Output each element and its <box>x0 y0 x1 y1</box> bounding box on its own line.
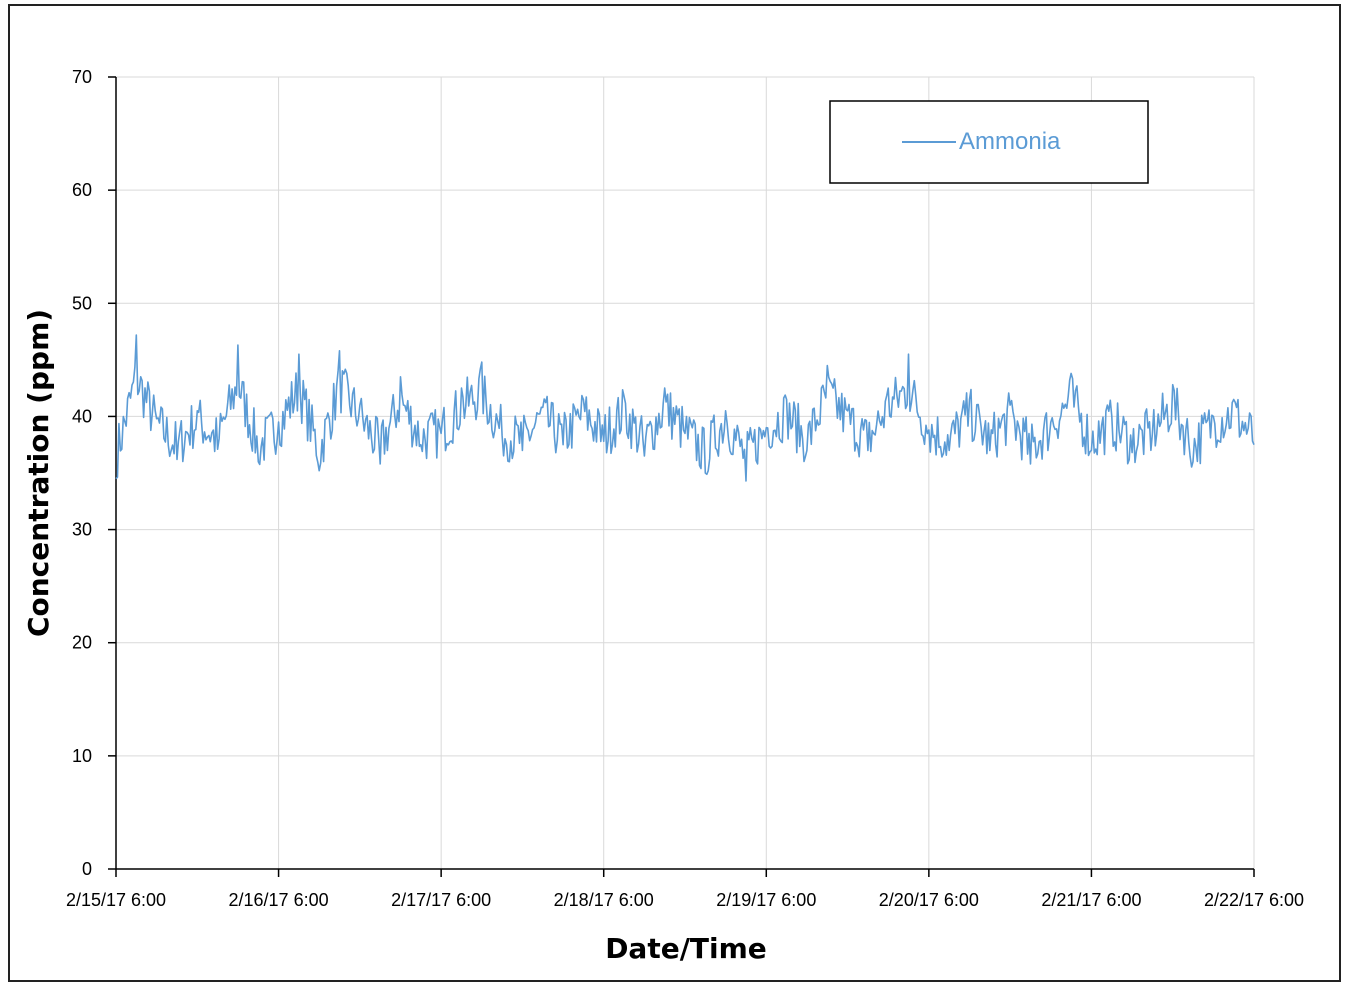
gridlines <box>116 76 1255 869</box>
y-tick-label: 50 <box>72 293 92 313</box>
y-tick-label: 30 <box>72 520 92 540</box>
x-tick-label: 2/20/17 6:00 <box>879 890 979 910</box>
y-tick-label: 70 <box>72 67 92 87</box>
x-tick-label: 2/22/17 6:00 <box>1204 890 1304 910</box>
axes <box>115 77 1254 870</box>
x-tick-label: 2/18/17 6:00 <box>554 890 654 910</box>
x-tick-label: 2/15/17 6:00 <box>66 890 166 910</box>
y-tick-label: 0 <box>82 859 92 879</box>
legend-label-ammonia: Ammonia <box>959 128 1061 155</box>
legend: Ammonia <box>829 100 1149 184</box>
y-tick-label: 10 <box>72 746 92 766</box>
x-tick-label: 2/17/17 6:00 <box>391 890 491 910</box>
series-line-ammonia <box>115 334 1255 482</box>
x-axis-title: Date/Time <box>605 932 767 965</box>
y-tick-label: 40 <box>72 406 92 426</box>
legend-box <box>829 100 1149 184</box>
tick-marks: 0 10 20 30 40 50 60 70 2/15/17 6:00 2/16/17 6:00 2… <box>66 67 1304 910</box>
x-tick-label: 2/19/17 6:00 <box>716 890 816 910</box>
series-layer <box>115 334 1255 482</box>
x-tick-label: 2/16/17 6:00 <box>229 890 329 910</box>
y-axis-title: Concentration (ppm) <box>22 309 55 637</box>
x-tick-label: 2/21/17 6:00 <box>1041 890 1141 910</box>
y-tick-label: 20 <box>72 633 92 653</box>
y-tick-label: 60 <box>72 180 92 200</box>
